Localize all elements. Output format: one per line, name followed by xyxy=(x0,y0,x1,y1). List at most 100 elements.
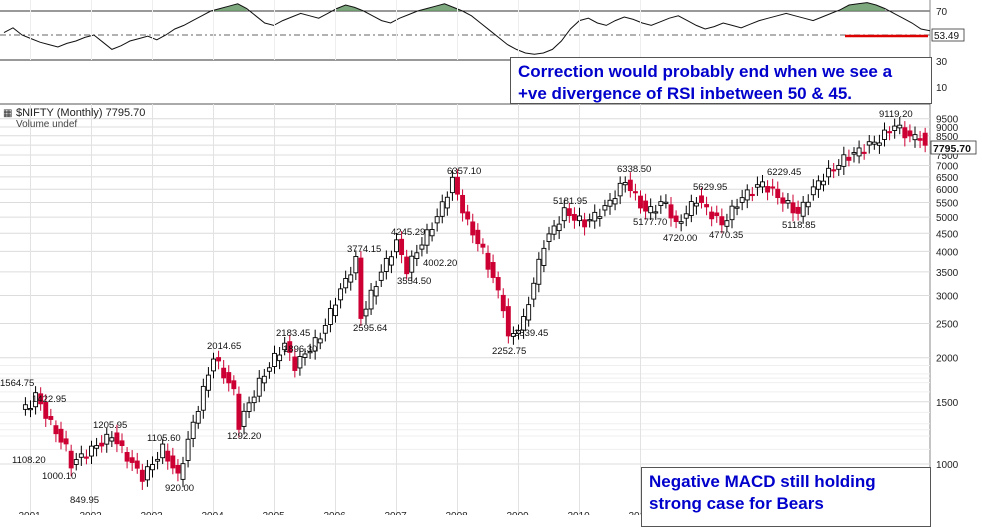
up-candle xyxy=(373,280,379,305)
price-annotation-label: 3774.15 xyxy=(347,244,381,255)
candle-body xyxy=(338,288,344,301)
up-candle xyxy=(526,296,532,327)
up-candle xyxy=(821,173,826,192)
up-candle xyxy=(856,140,862,164)
down-candle xyxy=(134,452,140,474)
candle-body xyxy=(94,445,100,449)
rsi-plot-area xyxy=(0,0,930,60)
candle-body xyxy=(261,375,267,384)
rsi-line xyxy=(3,2,931,55)
up-candle xyxy=(368,283,374,315)
up-candle xyxy=(688,194,694,223)
down-candle xyxy=(129,450,135,472)
up-candle xyxy=(607,193,613,215)
candle-body xyxy=(541,247,547,266)
up-candle xyxy=(429,222,435,242)
up-candle xyxy=(322,318,328,342)
price-annotation-label: 6338.50 xyxy=(617,164,651,175)
candle-body xyxy=(485,252,491,270)
time-tick-label: 2004 xyxy=(202,511,225,515)
up-candle xyxy=(424,223,430,254)
price-annotation-label: 1896.30 xyxy=(283,344,317,355)
candle-body xyxy=(307,351,313,354)
price-annotation-label: 2183.45 xyxy=(276,328,310,339)
candle-body xyxy=(638,195,643,209)
up-candle xyxy=(551,219,557,241)
price-annotation-label: 1000.10 xyxy=(42,471,76,482)
up-candle xyxy=(78,445,84,466)
up-candle xyxy=(388,250,394,274)
down-candle xyxy=(404,249,410,280)
candle-body xyxy=(866,141,872,146)
up-candle xyxy=(592,204,598,229)
down-candle xyxy=(673,210,679,229)
up-candle xyxy=(612,190,618,211)
candle-body xyxy=(22,404,28,410)
down-candle xyxy=(709,206,715,227)
candle-body xyxy=(322,325,328,334)
candle-body xyxy=(221,367,227,379)
candle-body xyxy=(266,367,272,372)
candle-body xyxy=(917,138,923,141)
up-candle xyxy=(150,456,155,478)
candle-body xyxy=(465,211,471,220)
time-tick-label: 2007 xyxy=(385,511,408,515)
up-candle xyxy=(561,199,567,229)
candle-body xyxy=(373,286,379,297)
price-tick-label: 9500 xyxy=(936,115,959,126)
candle-body xyxy=(856,147,862,157)
price-annotation-label: 849.95 xyxy=(70,495,99,506)
candle-body xyxy=(673,215,679,222)
candle-body xyxy=(43,401,49,419)
down-candle xyxy=(58,421,64,450)
up-candle xyxy=(348,266,354,291)
up-candle xyxy=(160,438,166,465)
price-annotation-label: 5118.85 xyxy=(782,220,816,231)
candle-body xyxy=(409,255,415,273)
candle-body xyxy=(790,202,796,214)
price-annotation-label: 4002.20 xyxy=(423,258,457,269)
candle-body xyxy=(480,243,486,248)
candle-body xyxy=(744,189,750,201)
up-candle xyxy=(516,324,521,340)
candle-body xyxy=(729,205,735,221)
candle-body xyxy=(114,432,120,445)
candle-body xyxy=(622,182,628,186)
candle-body xyxy=(160,443,166,459)
up-candle xyxy=(414,244,420,267)
candle-body xyxy=(871,141,877,145)
candle-body xyxy=(505,306,511,337)
down-candle xyxy=(719,208,725,234)
price-annotation-label: 4770.35 xyxy=(709,230,743,241)
candle-body xyxy=(63,438,69,445)
candle-body xyxy=(780,197,786,204)
candle-body xyxy=(277,354,283,362)
rsi-current-value-badge: 53.49 xyxy=(931,28,965,42)
candle-body xyxy=(139,469,145,482)
candle-body xyxy=(282,342,288,351)
candle-body xyxy=(734,206,740,209)
last-value-label: 7795.70 xyxy=(933,143,971,155)
candle-body xyxy=(124,452,130,462)
candle-body xyxy=(760,181,765,188)
up-candle xyxy=(444,191,450,216)
candle-body xyxy=(826,167,832,178)
candle-body xyxy=(897,124,903,129)
candle-body xyxy=(597,216,603,219)
down-candle xyxy=(455,169,460,201)
up-candle xyxy=(851,147,857,163)
price-tick-label: 6500 xyxy=(936,173,959,184)
down-candle xyxy=(922,127,928,153)
up-candle xyxy=(109,431,115,448)
candle-body xyxy=(200,385,206,411)
candle-body xyxy=(556,223,562,232)
up-candle xyxy=(327,300,333,333)
up-candle xyxy=(89,440,94,465)
rsi-overbought-fill xyxy=(210,3,247,11)
candle-body xyxy=(632,191,638,194)
candle-body xyxy=(627,179,633,192)
down-candle xyxy=(831,162,837,179)
up-candle xyxy=(785,193,791,209)
candle-body xyxy=(33,392,39,408)
